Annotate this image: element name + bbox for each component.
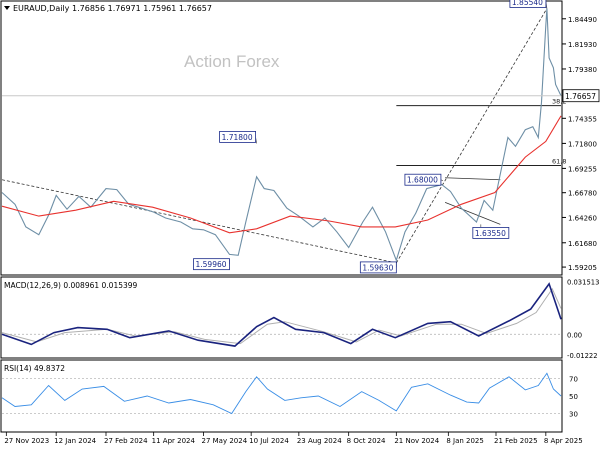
rsi-axis: 70 50 30 [2, 376, 578, 419]
marker-label: 1.63550 [475, 229, 506, 238]
rsi-tick-label: 70 [569, 376, 578, 384]
price-axis: 1.84490 1.81930 1.79380 1.74355 1.71800 1.692… [562, 16, 597, 272]
marker-box [472, 227, 510, 239]
fib-level-label: 61.8 [552, 157, 566, 165]
trend-line [444, 201, 501, 225]
price-tick-label: 1.66780 [568, 190, 597, 198]
rsi-panel-frame [0, 359, 563, 433]
x-tick-label: 12 Jan 2024 [54, 437, 97, 445]
chart-symbol: EURAUD,Daily [13, 4, 70, 13]
current-price-box [562, 89, 600, 103]
price-panel-frame [0, 0, 563, 276]
rsi-tick-label: 30 [569, 411, 578, 419]
x-tick-label: 11 Apr 2024 [152, 437, 196, 445]
x-tick-label: 21 Nov 2024 [394, 437, 439, 445]
price-tick-label: 1.74355 [568, 115, 597, 123]
marker-label: 1.59960 [196, 260, 227, 269]
marker-box [219, 131, 256, 143]
sma-series [1, 115, 562, 234]
trend-line [445, 177, 501, 181]
x-tick-label: 27 Nov 2023 [4, 437, 49, 445]
marker-label: 1.68000 [407, 176, 438, 185]
marker-label: 1.59630 [362, 263, 393, 272]
marker-label: 1.85540 [512, 0, 543, 7]
price-tick-label: 1.69255 [568, 165, 597, 173]
rsi-title: RSI(14) 49.8372 [4, 364, 65, 373]
marker-label: 1.71800 [222, 133, 253, 142]
trend-line [395, 8, 548, 264]
rsi-tick-label: 50 [569, 393, 578, 401]
menu-triangle-icon[interactable] [4, 6, 10, 10]
macd-axis: 0.031513 0.00 -0.01222 [2, 278, 599, 360]
x-tick-label: 8 Oct 2024 [347, 437, 386, 445]
marker-box [509, 0, 547, 8]
price-tick-label: 1.84490 [568, 16, 597, 24]
x-tick-label: 27 Feb 2024 [104, 437, 148, 445]
x-tick-label: 27 May 2024 [202, 437, 248, 445]
x-tick-label: 23 Aug 2024 [297, 437, 342, 445]
marker-box [359, 261, 397, 274]
trend-lines [1, 8, 548, 264]
watermark: Action Forex [184, 52, 280, 71]
chart-ohlc: 1.76856 1.76971 1.75961 1.76657 [72, 4, 212, 13]
x-tick-label: 8 Apr 2025 [544, 437, 583, 445]
current-price: 1.76657 [2, 89, 600, 103]
rsi-series [1, 372, 562, 415]
price-tick-label: 1.64260 [568, 214, 597, 222]
current-price-label: 1.76657 [565, 92, 596, 101]
x-axis: 27 Nov 2023 12 Jan 2024 27 Feb 2024 11 Apr … [4, 432, 583, 445]
price-tick-label: 1.61680 [568, 240, 597, 248]
x-tick-label: 10 Jul 2024 [249, 437, 289, 445]
macd-series [1, 282, 562, 347]
price-tick-label: 1.81930 [568, 41, 597, 49]
price-tick-label: 1.59205 [568, 264, 597, 272]
macd-tick-label: 0.031513 [567, 278, 599, 286]
macd-tick-label: 0.00 [567, 331, 582, 339]
x-tick-label: 21 Feb 2025 [494, 437, 538, 445]
price-tick-label: 1.79380 [568, 66, 597, 74]
price-markers: 1.85540 1.71800 1.68000 1.63550 1.59960 1.596… [193, 0, 548, 274]
fib-levels: 38.2 61.8 [396, 98, 566, 166]
price-series [1, 8, 562, 263]
marker-box [404, 173, 442, 186]
macd-tick-label: -0.01222 [567, 352, 598, 360]
x-tick-label: 8 Jan 2025 [446, 437, 484, 445]
price-tick-label: 1.71800 [568, 140, 597, 148]
macd-panel-frame [0, 276, 563, 359]
macd-title: MACD(12,26,9) 0.008961 0.015399 [4, 281, 138, 290]
marker-box [193, 258, 230, 271]
fib-level-label: 38.2 [552, 98, 566, 106]
